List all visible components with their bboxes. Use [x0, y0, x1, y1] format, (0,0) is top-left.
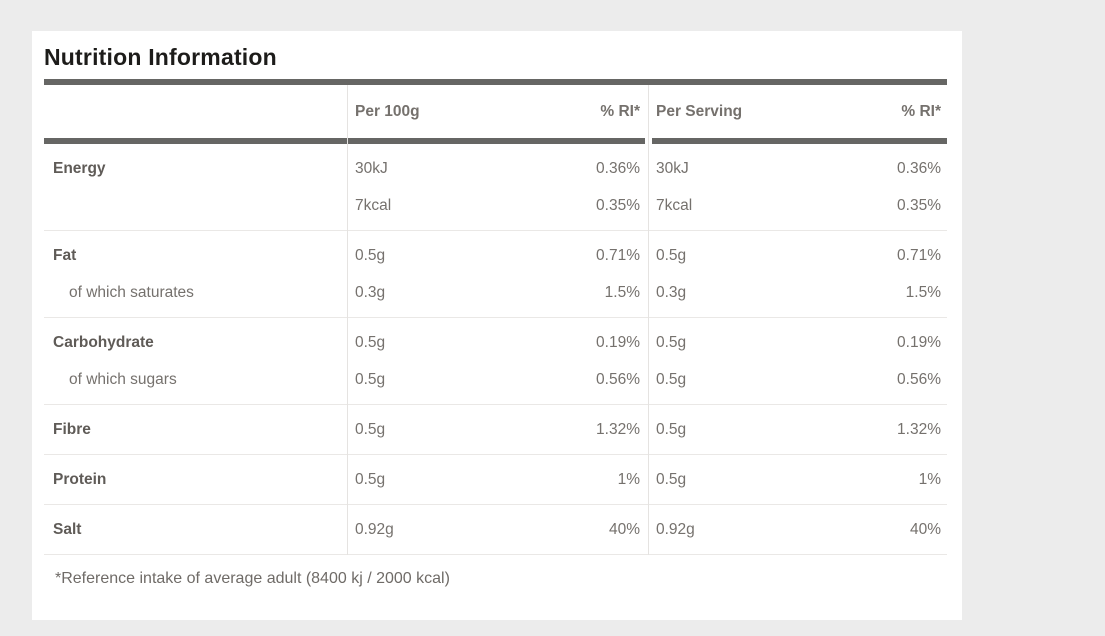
nutrient-group: Energy 30kJ 0.36% 30kJ 0.36% 7kcal 0.35%… — [44, 144, 947, 231]
per-100g-ri: 40% — [608, 520, 640, 538]
nutrient-label: Carbohydrate — [53, 333, 154, 351]
per-100g-ri: 1.32% — [596, 420, 640, 438]
table-row: 7kcal 0.35% 7kcal 0.35% — [44, 187, 947, 224]
per-100g-ri: 1% — [617, 470, 640, 488]
nutrient-label: Salt — [53, 520, 82, 538]
table-row: of which sugars 0.5g 0.56% 0.5g 0.56% — [44, 361, 947, 398]
nutrient-label: Protein — [53, 470, 107, 488]
nutrient-group: Carbohydrate 0.5g 0.19% 0.5g 0.19% of wh… — [44, 318, 947, 405]
table-row: Fibre 0.5g 1.32% 0.5g 1.32% — [44, 411, 947, 448]
reference-intake-footnote: *Reference intake of average adult (8400… — [55, 570, 450, 587]
per-serving-ri: 0.71% — [897, 246, 941, 264]
per-100g-value: 7kcal — [355, 196, 392, 214]
per-serving-value: 7kcal — [656, 196, 693, 214]
header-divider-bar — [44, 138, 947, 144]
per-serving-value: 0.5g — [656, 246, 687, 264]
header-per-serving: Per Serving — [656, 102, 743, 120]
nutrient-group: Fibre 0.5g 1.32% 0.5g 1.32% — [44, 405, 947, 455]
nutrition-card: Nutrition Information Per 100g % RI* Per… — [32, 31, 962, 620]
table-grid: Per 100g % RI* Per Serving % RI* Energy … — [44, 85, 947, 555]
serving-group-divider — [648, 85, 649, 555]
title-divider-bar — [44, 79, 947, 85]
per-100g-ri: 0.56% — [596, 370, 640, 388]
table-row: Protein 0.5g 1% 0.5g 1% — [44, 461, 947, 498]
per-100g-value: 0.5g — [355, 420, 386, 438]
header-per-100g: Per 100g — [355, 102, 420, 120]
header-divider-left-segment — [44, 138, 645, 144]
per-serving-ri: 40% — [909, 520, 941, 538]
per-100g-ri: 0.35% — [596, 196, 640, 214]
per-serving-value: 0.5g — [656, 370, 687, 388]
per-serving-value: 0.92g — [656, 520, 695, 538]
per-100g-value: 0.5g — [355, 370, 386, 388]
nutrient-group: Fat 0.5g 0.71% 0.5g 0.71% of which satur… — [44, 231, 947, 318]
per-serving-ri: 0.36% — [897, 159, 941, 177]
per-serving-value: 0.5g — [656, 333, 687, 351]
table-row: Energy 30kJ 0.36% 30kJ 0.36% — [44, 150, 947, 187]
per-serving-ri: 1.32% — [897, 420, 941, 438]
table-row: of which saturates 0.3g 1.5% 0.3g 1.5% — [44, 274, 947, 311]
nutrient-label: Fat — [53, 246, 77, 264]
per-100g-ri: 1.5% — [604, 283, 640, 301]
nutrient-label: of which sugars — [69, 370, 177, 388]
per-serving-ri: 1.5% — [905, 283, 941, 301]
per-100g-value: 0.5g — [355, 333, 386, 351]
per-100g-ri: 0.36% — [596, 159, 640, 177]
table-row: Carbohydrate 0.5g 0.19% 0.5g 0.19% — [44, 324, 947, 361]
label-column-divider — [347, 85, 348, 555]
table-row: Fat 0.5g 0.71% 0.5g 0.71% — [44, 237, 947, 274]
per-100g-ri: 0.71% — [596, 246, 640, 264]
nutrition-table: Per 100g % RI* Per Serving % RI* Energy … — [44, 79, 947, 588]
per-100g-value: 0.92g — [355, 520, 394, 538]
per-serving-value: 0.5g — [656, 470, 687, 488]
per-serving-ri: 0.19% — [897, 333, 941, 351]
header-ri-serving: % RI* — [901, 102, 941, 120]
per-100g-value: 0.5g — [355, 470, 386, 488]
per-100g-ri: 0.19% — [596, 333, 640, 351]
table-row: Salt 0.92g 40% 0.92g 40% — [44, 511, 947, 548]
per-serving-value: 30kJ — [656, 159, 689, 177]
per-100g-value: 30kJ — [355, 159, 388, 177]
per-serving-ri: 0.56% — [897, 370, 941, 388]
nutrient-group: Salt 0.92g 40% 0.92g 40% — [44, 505, 947, 555]
per-serving-ri: 1% — [918, 470, 941, 488]
per-serving-ri: 0.35% — [897, 196, 941, 214]
header-ri-100g: % RI* — [600, 102, 640, 120]
nutrient-label: of which saturates — [69, 283, 194, 301]
nutrient-group: Protein 0.5g 1% 0.5g 1% — [44, 455, 947, 505]
per-100g-value: 0.5g — [355, 246, 386, 264]
nutrient-label: Fibre — [53, 420, 91, 438]
table-body: Energy 30kJ 0.36% 30kJ 0.36% 7kcal 0.35%… — [44, 144, 947, 555]
page-title: Nutrition Information — [44, 44, 277, 70]
per-serving-value: 0.5g — [656, 420, 687, 438]
table-header-row: Per 100g % RI* Per Serving % RI* — [44, 85, 947, 138]
nutrient-label: Energy — [53, 159, 106, 177]
per-serving-value: 0.3g — [656, 283, 687, 301]
per-100g-value: 0.3g — [355, 283, 386, 301]
header-divider-right-segment — [652, 138, 947, 144]
